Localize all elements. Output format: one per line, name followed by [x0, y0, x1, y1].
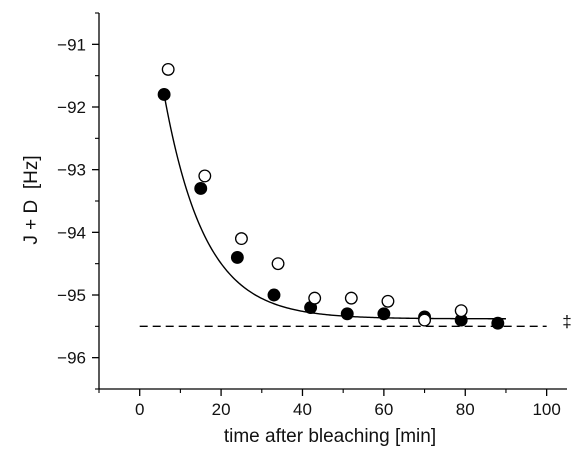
- data-point-open: [198, 169, 212, 183]
- data-point-open: [308, 291, 322, 305]
- data-point-open: [344, 291, 358, 305]
- data-point-open: [161, 62, 175, 76]
- data-point-open: [418, 313, 432, 327]
- y-tick-label: −94: [57, 223, 86, 242]
- x-tick-label: 80: [456, 400, 475, 419]
- data-point-filled: [157, 88, 171, 101]
- plot-area: [139, 62, 547, 330]
- data-point-open: [234, 232, 248, 246]
- fit-curve: [163, 94, 506, 320]
- x-tick-label: 100: [532, 400, 560, 419]
- x-axis-label: time after bleaching [min]: [224, 426, 436, 447]
- x-ticks: 0 20 40 60 80 100: [98, 389, 561, 419]
- y-tick-label: −96: [57, 349, 86, 368]
- y-tick-label: −92: [57, 98, 86, 117]
- x-tick-label: 20: [212, 400, 231, 419]
- data-point-filled: [267, 288, 281, 302]
- x-tick-label: 40: [293, 400, 312, 419]
- data-point-filled: [340, 307, 354, 321]
- data-point-filled: [491, 316, 505, 330]
- y-tick-label: −91: [57, 35, 86, 54]
- y-tick-label: −95: [57, 286, 86, 305]
- edge-annotation: ‡: [562, 312, 571, 331]
- x-tick-label: 0: [135, 400, 144, 419]
- y-tick-label: −93: [57, 161, 86, 180]
- data-point-open: [381, 294, 395, 308]
- x-tick-label: 60: [374, 400, 393, 419]
- data-point-filled: [230, 250, 244, 264]
- data-point-filled: [194, 182, 208, 195]
- data-point-open: [454, 304, 468, 318]
- y-ticks: −91 −92 −93 −94 −95 −96: [57, 12, 99, 390]
- data-point-filled: [377, 307, 391, 321]
- data-point-open: [271, 257, 285, 271]
- y-axis-label: J + D [Hz]: [21, 155, 42, 244]
